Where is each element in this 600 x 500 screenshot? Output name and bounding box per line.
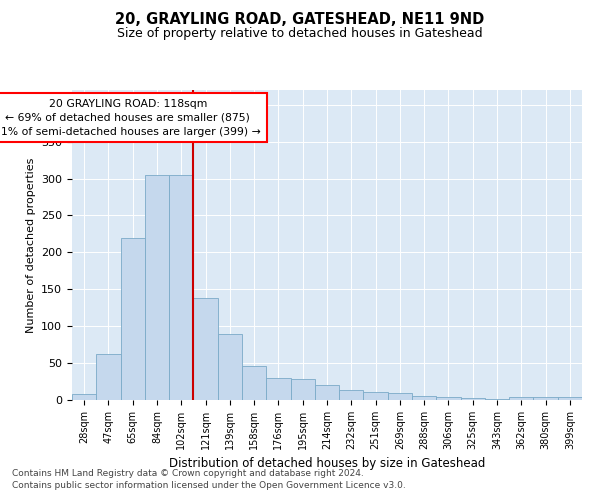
Bar [461,398,485,400]
Text: Contains public sector information licensed under the Open Government Licence v3: Contains public sector information licen… [12,481,406,490]
Bar [558,397,582,400]
Bar [218,334,242,400]
Bar [145,175,169,400]
Bar [96,354,121,400]
Bar [412,396,436,400]
Bar [242,366,266,400]
Bar [436,397,461,400]
Bar [533,397,558,400]
Bar [290,378,315,400]
Y-axis label: Number of detached properties: Number of detached properties [26,158,35,332]
Text: 20, GRAYLING ROAD, GATESHEAD, NE11 9ND: 20, GRAYLING ROAD, GATESHEAD, NE11 9ND [115,12,485,28]
Bar [315,385,339,400]
Bar [169,175,193,400]
Bar [485,398,509,400]
Text: 20 GRAYLING ROAD: 118sqm
← 69% of detached houses are smaller (875)
31% of semi-: 20 GRAYLING ROAD: 118sqm ← 69% of detach… [0,99,261,137]
Bar [509,397,533,400]
X-axis label: Distribution of detached houses by size in Gateshead: Distribution of detached houses by size … [169,458,485,470]
Bar [72,394,96,400]
Bar [193,298,218,400]
Bar [364,392,388,400]
Text: Contains HM Land Registry data © Crown copyright and database right 2024.: Contains HM Land Registry data © Crown c… [12,468,364,477]
Bar [121,238,145,400]
Text: Size of property relative to detached houses in Gateshead: Size of property relative to detached ho… [117,28,483,40]
Bar [339,390,364,400]
Bar [266,378,290,400]
Bar [388,392,412,400]
